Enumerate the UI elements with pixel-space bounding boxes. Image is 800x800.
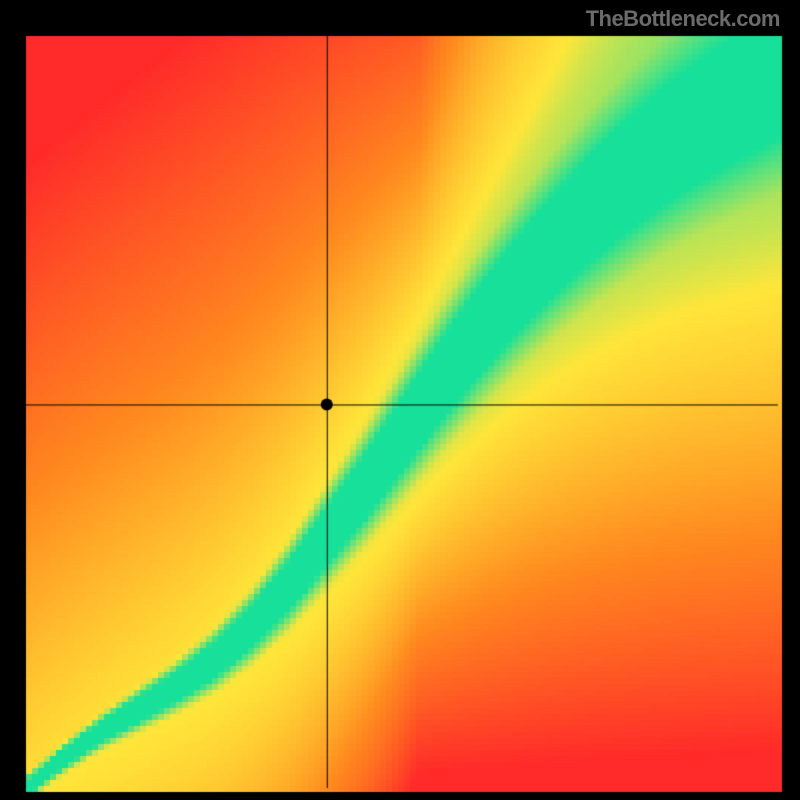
chart-frame: TheBottleneck.com: [0, 0, 800, 800]
watermark-text: TheBottleneck.com: [586, 6, 780, 32]
heatmap-canvas: [0, 0, 800, 800]
